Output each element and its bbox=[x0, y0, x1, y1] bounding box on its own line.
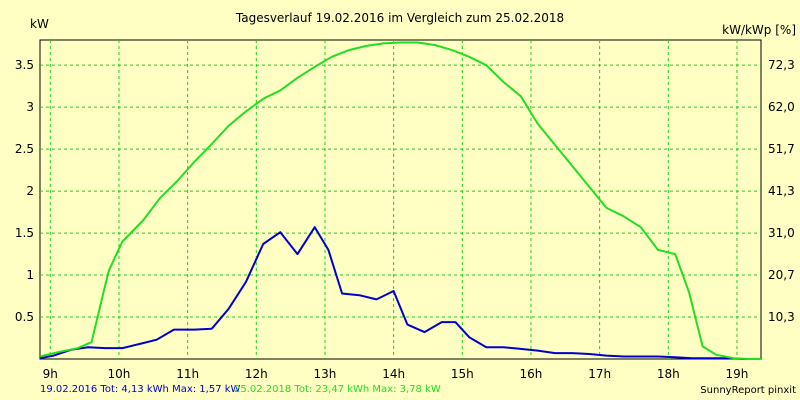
y-tick-left-2: 1.5 bbox=[15, 226, 34, 240]
y-tick-left-3: 2 bbox=[26, 184, 34, 198]
x-tick-label-8: 17h bbox=[588, 367, 611, 381]
x-tick-label-9: 18h bbox=[657, 367, 680, 381]
x-tick-label-4: 13h bbox=[314, 367, 337, 381]
y-tick-right-3: 41,3 bbox=[768, 184, 795, 198]
series-lines bbox=[39, 41, 761, 360]
series-line-1 bbox=[39, 226, 761, 360]
y-tick-left-6: 3.5 bbox=[15, 58, 34, 72]
y-tick-left-4: 2.5 bbox=[15, 142, 34, 156]
y-tick-right-6: 72,3 bbox=[768, 58, 795, 72]
footer-series2: 25.02.2018 Tot: 23,47 kWh Max: 3,78 kW bbox=[234, 384, 441, 395]
x-tick-label-7: 16h bbox=[520, 367, 543, 381]
x-tick-label-2: 11h bbox=[176, 367, 199, 381]
y-tick-right-2: 31,0 bbox=[768, 226, 795, 240]
x-tick-label-10: 19h bbox=[726, 367, 749, 381]
x-tick-label-6: 15h bbox=[451, 367, 474, 381]
y-tick-left-1: 1 bbox=[26, 268, 34, 282]
x-tick-label-5: 14h bbox=[382, 367, 405, 381]
y-tick-right-5: 62,0 bbox=[768, 100, 795, 114]
axis-ticks: 9h 10h 11h 12h 13h 14h 15h 16h 17h 18h 19h 0.5 1 1.5 2… bbox=[15, 58, 795, 381]
x-tick-label-3: 12h bbox=[245, 367, 268, 381]
y-axis-right-label: kW/kWp [%] bbox=[722, 23, 796, 37]
x-tick-label-0: 9h bbox=[43, 367, 58, 381]
footer-credit: SunnyReport pinxit bbox=[700, 385, 796, 396]
y-tick-right-0: 10,3 bbox=[768, 310, 795, 324]
y-axis-left-label: kW bbox=[30, 17, 49, 31]
x-tick-label-1: 10h bbox=[108, 367, 131, 381]
y-tick-right-1: 20,7 bbox=[768, 268, 795, 282]
footer-series1: 19.02.2016 Tot: 4,13 kWh Max: 1,57 kW bbox=[40, 384, 241, 395]
y-tick-left-0: 0.5 bbox=[15, 310, 34, 324]
plot-area bbox=[39, 39, 762, 360]
grid bbox=[40, 40, 761, 359]
chart-title: Tagesverlauf 19.02.2016 im Vergleich zum… bbox=[235, 11, 564, 25]
series-line-2 bbox=[39, 41, 761, 360]
y-tick-left-5: 3 bbox=[26, 100, 34, 114]
y-tick-right-4: 51,7 bbox=[768, 142, 795, 156]
